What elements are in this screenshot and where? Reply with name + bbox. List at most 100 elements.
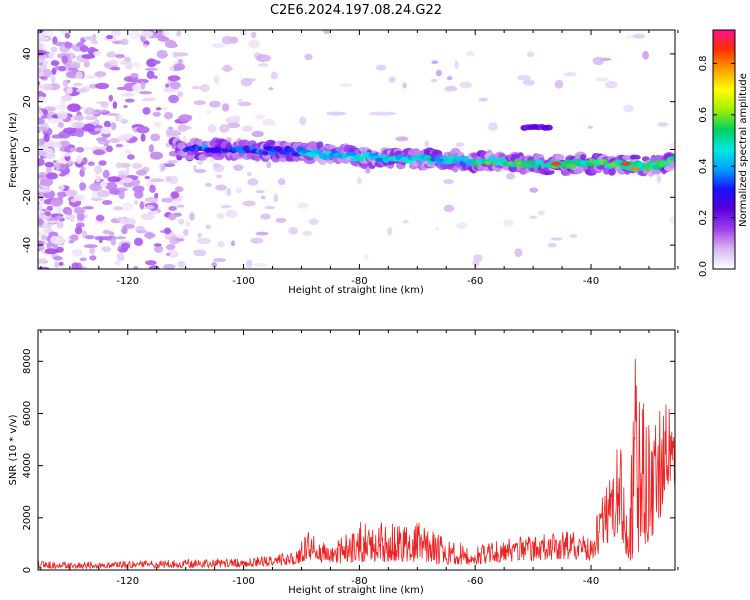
noise-cell bbox=[38, 126, 48, 132]
noise-cell bbox=[169, 236, 180, 245]
noise-cell bbox=[529, 215, 538, 220]
noise-cell bbox=[167, 160, 178, 164]
noise-cell bbox=[165, 39, 177, 48]
noise-cell bbox=[38, 257, 48, 264]
noise-cell bbox=[123, 217, 136, 227]
noise-cell bbox=[56, 215, 63, 221]
noise-cell bbox=[153, 75, 158, 79]
noise-cell bbox=[154, 192, 159, 199]
noise-cell bbox=[126, 154, 135, 160]
x-tick-label: -40 bbox=[583, 276, 599, 287]
noise-cell bbox=[146, 58, 157, 68]
noise-cell bbox=[402, 219, 409, 224]
y-tick-label: 40 bbox=[22, 48, 33, 61]
noise-cell bbox=[117, 174, 128, 178]
noise-cell bbox=[162, 264, 176, 269]
noise-cell bbox=[90, 197, 104, 201]
noise-cell bbox=[83, 206, 94, 210]
ridge-cell bbox=[196, 139, 204, 148]
noise-cell bbox=[266, 161, 272, 169]
noise-cell bbox=[112, 101, 118, 109]
noise-cell bbox=[587, 125, 594, 129]
x-tick-label: -120 bbox=[116, 276, 139, 287]
noise-cell bbox=[459, 81, 472, 89]
noise-cell bbox=[166, 129, 181, 136]
noise-cell bbox=[121, 227, 128, 235]
noise-cell bbox=[435, 226, 440, 231]
noise-cell bbox=[604, 81, 618, 89]
noise-cell bbox=[67, 103, 81, 112]
noise-cell bbox=[162, 106, 168, 111]
y-tick-label: -40 bbox=[22, 237, 33, 253]
noise-cell bbox=[50, 46, 58, 53]
noise-cell bbox=[89, 182, 103, 192]
noise-cell bbox=[268, 87, 274, 91]
ridge-core-cell bbox=[518, 163, 529, 168]
noise-cell bbox=[38, 117, 45, 125]
x-tick-label: -40 bbox=[583, 576, 599, 587]
noise-cell bbox=[102, 229, 111, 235]
noise-cell bbox=[623, 104, 634, 113]
noise-cell bbox=[73, 194, 86, 202]
ridge-core-cell bbox=[529, 159, 536, 164]
spectrogram-panel: -120 -100 -80 -60 -40 -40 -20 0 20 40 Height of … bbox=[8, 29, 679, 296]
noise-cell bbox=[632, 33, 646, 39]
noise-cell bbox=[225, 209, 238, 218]
noise-cell bbox=[58, 65, 66, 72]
noise-cell bbox=[600, 57, 612, 61]
noise-cell bbox=[76, 41, 85, 48]
noise-cell bbox=[38, 96, 46, 102]
noise-cell bbox=[130, 73, 139, 78]
noise-cell bbox=[592, 56, 604, 66]
noise-cell bbox=[91, 111, 99, 115]
noise-cell bbox=[537, 210, 546, 216]
ridge-core-cell bbox=[454, 156, 465, 161]
noise-cell bbox=[38, 158, 45, 167]
y-tick-label: 4000 bbox=[22, 453, 33, 478]
noise-cell bbox=[165, 83, 170, 88]
peak-cell bbox=[620, 161, 631, 166]
noise-cell bbox=[304, 53, 313, 61]
noise-cell bbox=[93, 51, 102, 56]
noise-cell bbox=[38, 36, 49, 41]
noise-cell bbox=[157, 36, 170, 42]
x-tick-label: -100 bbox=[232, 576, 255, 587]
noise-cell bbox=[92, 149, 105, 156]
noise-cell bbox=[235, 187, 243, 194]
spectrogram-x-axis-label: Height of straight line (km) bbox=[288, 285, 424, 296]
noise-cell bbox=[199, 84, 210, 93]
noise-cell bbox=[523, 79, 535, 86]
noise-cell bbox=[220, 204, 232, 209]
noise-cell bbox=[144, 67, 158, 71]
noise-cell bbox=[129, 30, 141, 40]
noise-cell bbox=[59, 184, 65, 190]
noise-cell bbox=[167, 250, 179, 258]
ridge-cell bbox=[608, 168, 616, 176]
noise-cell bbox=[97, 190, 111, 198]
noise-cell bbox=[44, 211, 52, 217]
noise-cell bbox=[149, 184, 156, 193]
noise-cell bbox=[177, 91, 184, 98]
noise-cell bbox=[194, 169, 207, 173]
noise-cell bbox=[247, 178, 259, 186]
noise-cell bbox=[595, 77, 609, 82]
ridge-core-cell bbox=[439, 155, 448, 160]
noise-cell bbox=[323, 30, 331, 34]
noise-cell bbox=[164, 227, 171, 235]
noise-cell bbox=[248, 39, 260, 49]
colorbar-gradient bbox=[713, 30, 735, 269]
feature-cell bbox=[368, 111, 397, 116]
noise-cell bbox=[119, 60, 129, 65]
noise-cell bbox=[110, 237, 117, 246]
noise-cell bbox=[89, 255, 97, 261]
ridge-cell bbox=[412, 148, 421, 155]
colorbar-tick-label: 0.0 bbox=[698, 261, 709, 277]
noise-cell bbox=[503, 219, 515, 227]
noise-cell bbox=[430, 78, 438, 83]
noise-cell bbox=[176, 30, 182, 37]
noise-cell bbox=[46, 172, 58, 180]
noise-cell bbox=[63, 127, 77, 134]
noise-cell bbox=[57, 121, 64, 128]
noise-cell bbox=[119, 248, 127, 252]
noise-cell bbox=[107, 176, 121, 183]
